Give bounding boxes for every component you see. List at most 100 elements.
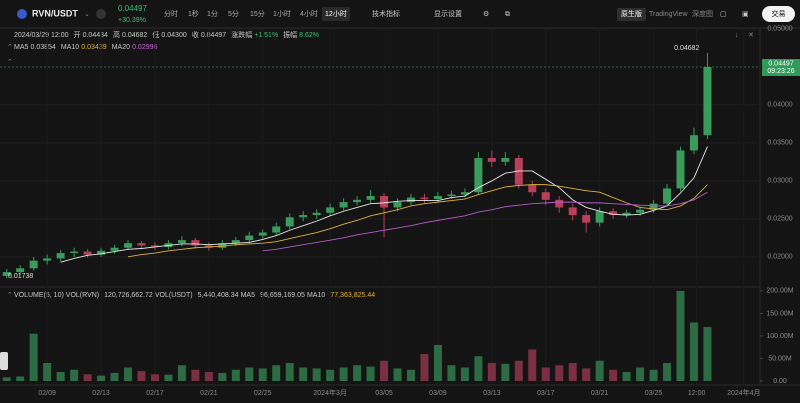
view-selected — [617, 8, 646, 21]
view-tab[interactable]: TradingView — [649, 11, 688, 18]
volume-bar — [393, 368, 402, 381]
favorite[interactable] — [96, 9, 106, 19]
volume-bar — [97, 375, 106, 381]
ma5: 96,659,169.05 — [260, 292, 305, 299]
volume-bar — [83, 374, 92, 381]
interval[interactable]: 1秒 — [188, 9, 199, 18]
vol-usdt: 5,440,408.34 — [198, 292, 239, 299]
volume-bar — [380, 360, 389, 381]
y-tick-label: 0.04000 — [767, 102, 792, 109]
settings[interactable]: ⚙ — [483, 10, 489, 18]
side-toggle[interactable] — [0, 352, 8, 370]
low: 0.04300 — [161, 32, 186, 39]
interval[interactable]: 15分 — [250, 9, 265, 18]
volume-bar — [70, 369, 79, 381]
trade-label[interactable]: 交易 — [772, 9, 786, 18]
amp: 8.62% — [299, 32, 319, 39]
x-tick-label: 03/25 — [645, 390, 663, 397]
indicators[interactable]: 技术指标 — [372, 9, 400, 18]
volume-bar — [433, 344, 442, 381]
ma20-label: MA20 — [112, 44, 130, 51]
candle-body — [231, 240, 240, 244]
volume-bar — [164, 374, 173, 381]
volume-bar — [191, 369, 200, 381]
candle-body — [676, 150, 685, 189]
volume-bar — [231, 369, 240, 381]
candle-body — [433, 196, 442, 200]
candle-body — [312, 212, 321, 216]
x-tick-label: 12:00 — [688, 390, 706, 397]
y-tick-label: 0.03000 — [767, 178, 792, 185]
collapse[interactable]: ⌃ — [7, 292, 13, 299]
collapse[interactable]: ⌃ — [7, 59, 13, 66]
screenshot[interactable]: ⧉ — [505, 11, 510, 18]
volume-bar — [622, 371, 631, 381]
volume-bar — [447, 365, 456, 381]
candle-body — [83, 251, 92, 255]
volume-bar — [420, 353, 429, 381]
volume-bar — [312, 368, 321, 381]
interval[interactable]: 5分 — [228, 9, 239, 18]
price-tag — [762, 59, 800, 77]
candle-body — [353, 199, 362, 203]
volume-bar — [16, 376, 25, 381]
interval[interactable]: 分时 — [164, 9, 178, 18]
volume-bar — [663, 362, 672, 381]
display-settings[interactable]: 显示设置 — [434, 9, 462, 18]
volume-bar — [110, 372, 119, 381]
view-tab[interactable]: 深度图 — [692, 9, 713, 18]
volume-bar — [177, 365, 186, 381]
fullscreen[interactable]: ▢ — [720, 11, 727, 18]
vol-rvn-label: VOL(RVN) — [66, 292, 99, 299]
high-label: 高 — [113, 30, 120, 39]
min-label: 0.01738 — [8, 273, 33, 280]
y-tick-label: 100.00M — [766, 333, 793, 340]
volume-bar — [326, 369, 335, 381]
candle-body — [609, 211, 618, 216]
volume-bar — [636, 367, 645, 381]
candle-body — [218, 243, 227, 248]
y-tick-label: 150.00M — [766, 310, 793, 317]
trade-button[interactable] — [762, 6, 795, 22]
pair[interactable]: RVN/USDT — [32, 8, 78, 18]
candle-body — [447, 194, 456, 197]
x-tick-label: 02/17 — [146, 390, 164, 397]
interval[interactable]: 4小时 — [300, 9, 318, 18]
candle-body — [406, 197, 415, 203]
candle-body — [191, 240, 200, 246]
ma5-label: MA5 — [241, 292, 256, 299]
x-tick-label: 03/05 — [375, 390, 393, 397]
ma5-label: MA5 — [14, 44, 29, 51]
ma10-label: MA10 — [307, 292, 325, 299]
volume-bar — [487, 362, 496, 381]
view-tab[interactable]: 原生版 — [621, 9, 642, 18]
volume-bar — [649, 369, 658, 381]
interval-selected — [322, 7, 350, 21]
x-tick-label: 03/09 — [429, 390, 447, 397]
close-label: 收 — [192, 30, 199, 39]
x-tick-label: 2024年3月 — [313, 388, 346, 397]
x-tick-label: 02/21 — [200, 390, 218, 397]
candle-body — [339, 202, 348, 208]
volume-bar — [339, 367, 348, 381]
ma20: 0.02996 — [132, 44, 157, 51]
interval[interactable]: 1小时 — [273, 9, 291, 18]
candle-body — [528, 184, 537, 193]
collapse[interactable]: ⌃ — [7, 44, 13, 51]
high: 0.04682 — [122, 32, 147, 39]
pane-control[interactable]: ↓ — [735, 32, 739, 39]
pane-control[interactable]: ✕ — [748, 32, 754, 39]
layout[interactable]: ▣ — [742, 11, 749, 18]
candle-body — [595, 211, 604, 223]
y-tick-label: 0.02000 — [767, 254, 792, 261]
interval[interactable]: 1分 — [207, 9, 218, 18]
candle-body — [582, 215, 591, 223]
vol-rvn: 120,726,662.72 — [104, 292, 153, 299]
candle-body — [70, 251, 79, 254]
interval[interactable]: 12小时 — [325, 9, 347, 18]
candle-body — [460, 192, 469, 195]
volume-bar — [245, 367, 254, 381]
y-tick-label: 50.00M — [768, 355, 792, 362]
candle-body — [150, 245, 159, 247]
dropdown[interactable]: ⌄ — [84, 11, 90, 18]
